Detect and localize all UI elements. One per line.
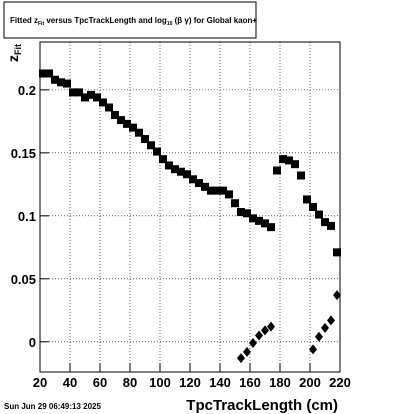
x-tick-label: 120 [179, 375, 201, 390]
point [249, 214, 257, 223]
y-label-subscript: Fit [13, 44, 23, 55]
point [105, 103, 113, 112]
point [57, 78, 65, 87]
point [183, 170, 191, 179]
point [321, 218, 329, 227]
point [237, 353, 245, 364]
point [267, 223, 275, 232]
point [279, 155, 287, 164]
x-tick-label: 20 [33, 375, 47, 390]
point [99, 98, 107, 107]
point [195, 179, 203, 188]
y-tick-label: 0 [29, 335, 36, 350]
point [285, 156, 293, 165]
point [321, 322, 329, 333]
y-axis-label: zFit [5, 44, 23, 62]
point [309, 344, 317, 355]
x-tick-label: 220 [329, 375, 351, 390]
x-tick-label: 180 [269, 375, 291, 390]
point [309, 203, 317, 211]
x-axis-label: TpcTrackLength (cm) [186, 397, 338, 414]
point [243, 346, 251, 357]
point [225, 190, 233, 199]
point [51, 75, 59, 84]
point [273, 166, 281, 175]
point [177, 167, 185, 176]
point [159, 155, 167, 164]
point [213, 186, 221, 195]
footer: Sun Jun 29 06:49:13 2025 [4, 402, 101, 411]
y-tick-label: 0.15 [11, 146, 36, 161]
point [45, 69, 53, 78]
title-part: (β γ) for Global kaon+ [172, 16, 257, 25]
point [255, 216, 263, 225]
title-subscript: 10 [167, 21, 173, 27]
y-tick-label: 0.2 [18, 83, 36, 98]
title-part: versus TpcTrackLength and log [44, 16, 167, 25]
point [63, 79, 71, 88]
y-tick-label: 0.05 [11, 272, 36, 287]
point [327, 221, 335, 230]
point [303, 195, 311, 204]
point [39, 69, 47, 78]
point [333, 290, 341, 301]
point [69, 88, 77, 97]
point [291, 160, 299, 169]
point [93, 93, 101, 102]
point [147, 141, 155, 150]
point [219, 186, 227, 195]
point [207, 186, 215, 195]
point [249, 338, 257, 349]
y-label-part: z [5, 55, 21, 62]
title-subscript: Fit [38, 21, 44, 27]
point [165, 161, 173, 170]
point [231, 199, 239, 208]
point [189, 175, 197, 184]
point [111, 111, 119, 120]
point [267, 321, 275, 332]
point [117, 116, 125, 125]
x-tick-label: 200 [299, 375, 321, 390]
point [255, 330, 263, 341]
x-tick-label: 160 [239, 375, 261, 390]
chart-title: Fitted zFit versus TpcTrackLength and lo… [10, 16, 257, 27]
x-tick-label: 80 [123, 375, 137, 390]
point [327, 315, 335, 326]
point [141, 134, 149, 143]
point [75, 88, 83, 97]
point [135, 128, 143, 137]
x-tick-label: 100 [149, 375, 171, 390]
point [261, 219, 269, 228]
point [315, 210, 323, 219]
point [315, 331, 323, 342]
x-tick-label: 60 [93, 375, 107, 390]
point [87, 90, 95, 99]
point [243, 209, 251, 218]
point [237, 208, 245, 217]
x-tick-label: 140 [209, 375, 231, 390]
title-box [3, 1, 257, 39]
point [129, 123, 137, 132]
point [81, 93, 89, 102]
point [261, 325, 269, 336]
point [333, 248, 341, 257]
point [123, 119, 131, 128]
title-part: Fitted z [10, 16, 38, 25]
point [201, 182, 209, 191]
point [153, 147, 161, 156]
x-tick-label: 40 [63, 375, 77, 390]
point [297, 171, 305, 180]
point [171, 165, 179, 174]
y-tick-label: 0.1 [18, 209, 36, 224]
